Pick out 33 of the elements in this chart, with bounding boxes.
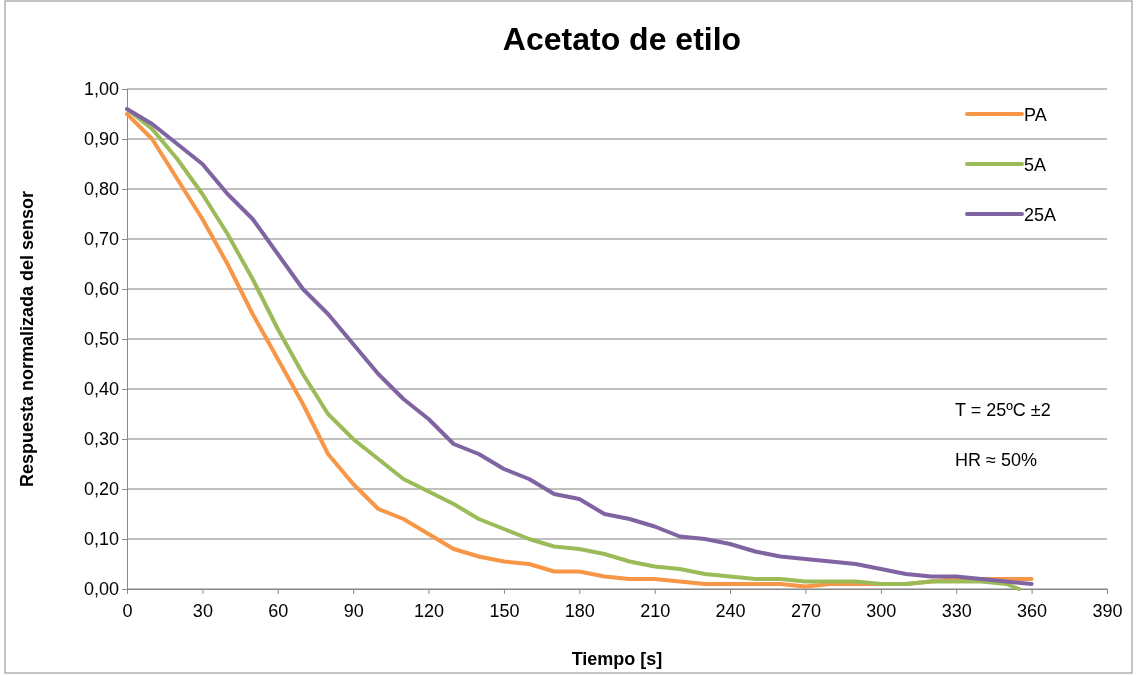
y-tick-label: 0,80 bbox=[83, 179, 119, 200]
y-tick-label: 0,10 bbox=[83, 529, 119, 550]
y-tick-label: 0,50 bbox=[83, 329, 119, 350]
x-tick-label: 180 bbox=[564, 600, 595, 621]
x-tick-label: 0 bbox=[122, 600, 133, 621]
x-tick-label: 300 bbox=[866, 600, 897, 621]
y-tick-label: 0,60 bbox=[83, 279, 119, 300]
y-tick-label: 0,90 bbox=[83, 129, 119, 150]
x-axis-title: Tiempo [s] bbox=[571, 649, 663, 669]
y-tick-label: 1,00 bbox=[83, 79, 119, 100]
annotation: HR ≈ 50% bbox=[955, 450, 1037, 470]
legend-label: PA bbox=[1024, 105, 1047, 125]
x-tick-label: 210 bbox=[640, 600, 671, 621]
y-tick-label: 0,70 bbox=[83, 229, 119, 250]
x-tick-label: 270 bbox=[790, 600, 821, 621]
legend-label: 5A bbox=[1024, 155, 1047, 175]
x-tick-label: 120 bbox=[414, 600, 445, 621]
x-tick-label: 150 bbox=[489, 600, 520, 621]
y-tick-label: 0,40 bbox=[83, 379, 119, 400]
y-tick-label: 0,20 bbox=[83, 479, 119, 500]
x-tick-label: 360 bbox=[1017, 600, 1048, 621]
y-tick-label: 0,30 bbox=[83, 429, 119, 450]
annotation: T = 25ºC ±2 bbox=[955, 400, 1051, 420]
x-tick-label: 60 bbox=[268, 600, 289, 621]
x-tick-label: 390 bbox=[1092, 600, 1123, 621]
chart-title: Acetato de etilo bbox=[502, 21, 742, 57]
x-tick-label: 240 bbox=[715, 600, 746, 621]
y-axis-title: Respuesta normalizada del sensor bbox=[17, 190, 37, 488]
x-tick-label: 30 bbox=[192, 600, 213, 621]
x-tick-label: 330 bbox=[941, 600, 972, 621]
legend-label: 25A bbox=[1024, 205, 1057, 225]
x-tick-label: 90 bbox=[343, 600, 364, 621]
y-tick-label: 0,00 bbox=[83, 579, 119, 600]
